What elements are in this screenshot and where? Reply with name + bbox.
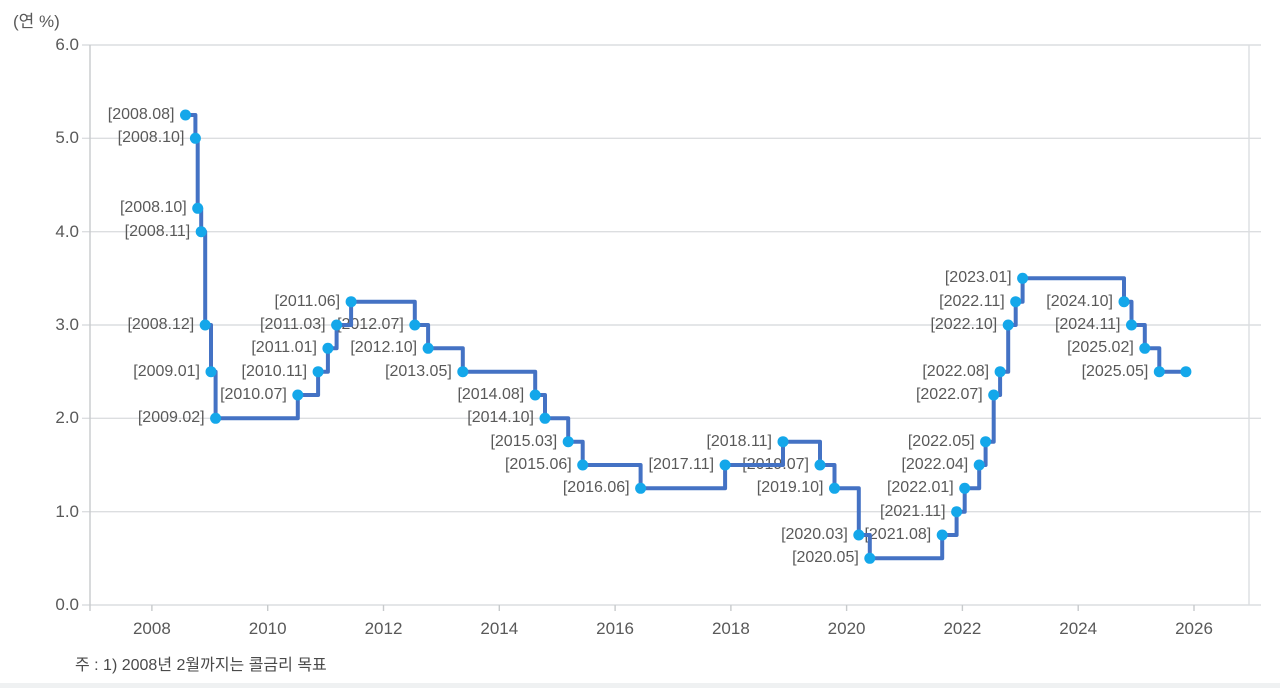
data-point-marker — [195, 226, 207, 238]
data-point-marker — [331, 319, 343, 331]
data-point-marker — [529, 389, 541, 401]
data-point-marker — [814, 459, 826, 471]
data-point-marker — [853, 529, 865, 541]
data-point-marker — [577, 459, 589, 471]
data-point-marker — [562, 436, 574, 448]
data-point-marker — [1010, 296, 1022, 308]
data-point-marker — [994, 366, 1006, 378]
data-point-marker — [1002, 319, 1014, 331]
data-point-marker — [1180, 366, 1192, 378]
data-point-marker — [829, 482, 840, 494]
data-point-marker — [1139, 342, 1151, 354]
rate-step-line — [183, 113, 1188, 561]
data-point-marker — [988, 389, 1000, 401]
data-point-marker — [1126, 319, 1137, 331]
data-point-marker — [457, 366, 469, 378]
data-point-marker — [980, 436, 992, 448]
data-point-marker — [192, 202, 204, 214]
y-axis-unit-label: (연 %) — [13, 12, 60, 31]
data-point-marker — [312, 366, 324, 378]
data-point-marker — [189, 132, 201, 144]
data-point-marker — [719, 459, 731, 471]
data-point-marker — [409, 319, 421, 331]
data-point-marker — [1017, 272, 1029, 284]
window-bottom-edge — [0, 683, 1280, 688]
data-point-marker — [1118, 296, 1130, 308]
data-point-marker — [973, 459, 985, 471]
data-point-marker — [959, 482, 971, 494]
data-point-marker — [345, 296, 357, 308]
data-point-marker — [777, 436, 789, 448]
data-point-marker — [292, 389, 304, 401]
data-point-marker — [951, 506, 963, 518]
data-point-marker — [1153, 366, 1165, 378]
data-point-marker — [210, 412, 222, 424]
data-point-marker — [422, 342, 434, 354]
data-point-marker — [205, 366, 217, 378]
chart-footnote: 주 : 1) 2008년 2월까지는 콜금리 목표 — [75, 657, 327, 674]
data-point-marker — [199, 319, 211, 331]
data-point-marker — [180, 109, 191, 121]
data-point-marker — [635, 482, 647, 494]
data-point-marker — [322, 342, 334, 354]
data-point-marker — [936, 529, 948, 541]
data-point-marker — [539, 412, 551, 424]
data-point-marker — [864, 552, 876, 564]
